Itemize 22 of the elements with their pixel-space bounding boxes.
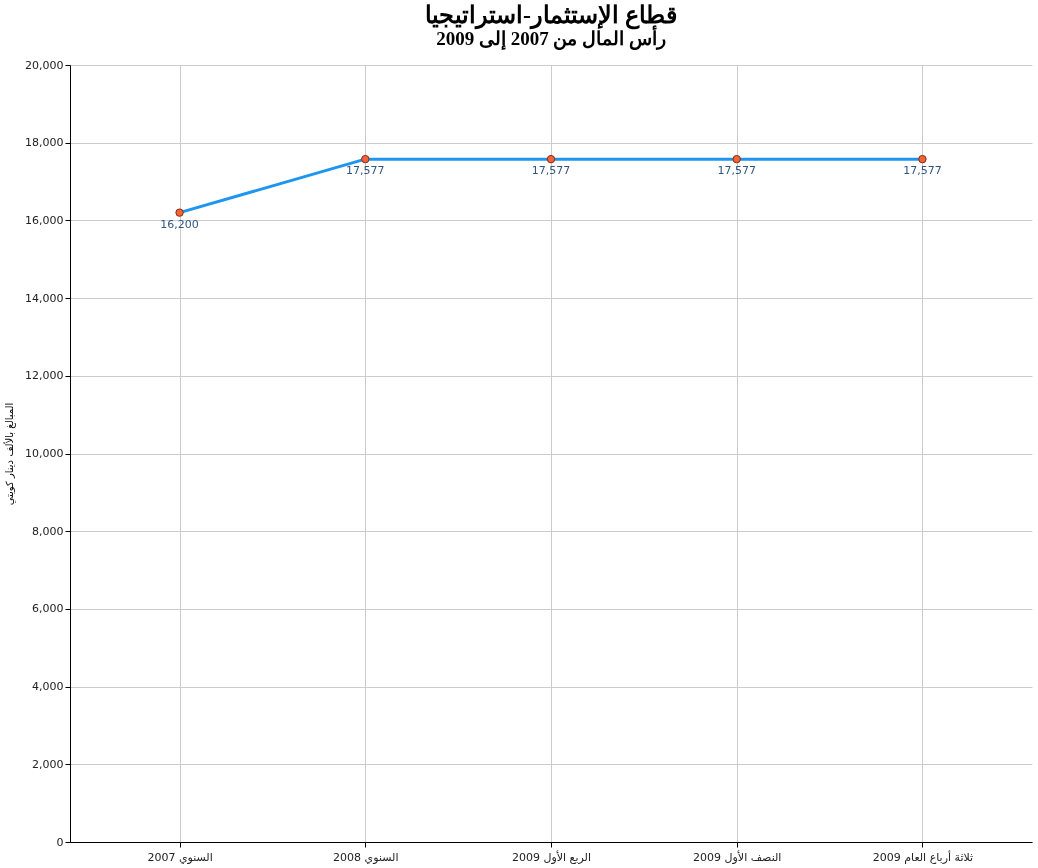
data-label: 16,200 bbox=[160, 217, 199, 231]
y-tick-label: 12,000 bbox=[25, 369, 64, 383]
y-tick-label: 6,000 bbox=[32, 602, 64, 616]
y-tick-label: 18,000 bbox=[25, 136, 64, 150]
data-label: 17,577 bbox=[531, 164, 571, 178]
data-label: 17,577 bbox=[346, 164, 385, 178]
y-tick-label: 4,000 bbox=[32, 680, 64, 694]
x-tick-label: النصف الأول 2009 bbox=[693, 849, 782, 864]
x-tick-label: ثلاثة أرباع العام 2009 bbox=[872, 849, 974, 864]
y-tick-label: 10,000 bbox=[25, 447, 64, 460]
y-axis-title: المبالغ بالألف دينار كويتي bbox=[3, 402, 17, 506]
data-label: 17,577 bbox=[903, 164, 942, 178]
y-tick-label: 8,000 bbox=[32, 524, 64, 538]
x-tick-label: السنوي 2008 bbox=[333, 850, 399, 864]
y-tick-label: 2,000 bbox=[32, 757, 64, 771]
y-tick-label: 16,000 bbox=[25, 213, 64, 227]
y-tick-label: 20,000 bbox=[25, 58, 64, 72]
x-tick-label: الربع الأول 2009 bbox=[511, 849, 592, 864]
x-tick-label: السنوي 2007 bbox=[147, 850, 213, 864]
data-label: 17,577 bbox=[717, 164, 756, 178]
y-tick-label: 14,000 bbox=[25, 291, 64, 305]
y-tick-label: 0 bbox=[56, 835, 64, 849]
